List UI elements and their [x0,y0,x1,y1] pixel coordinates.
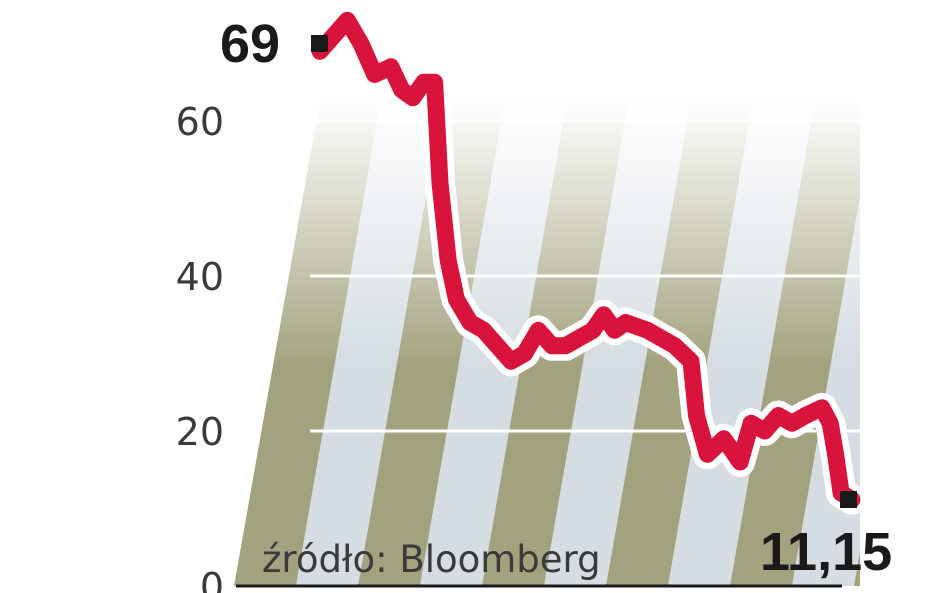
source-label: źródło: Bloomberg [262,538,601,581]
end-marker [840,491,857,508]
endpoint-markers [311,35,857,508]
end-value-label: 11,15 [760,522,892,582]
y-tick-label: 40 [176,255,224,299]
y-tick-label: 60 [176,100,224,144]
price-series [305,5,867,515]
y-tick-label: 0 [200,565,224,593]
series-line [311,11,861,509]
start-value-label: 69 [220,14,280,74]
start-marker [311,35,328,52]
y-tick-label: 20 [176,410,224,454]
y-axis: 0 20 40 60 [176,100,224,593]
background-stripe [916,100,948,586]
